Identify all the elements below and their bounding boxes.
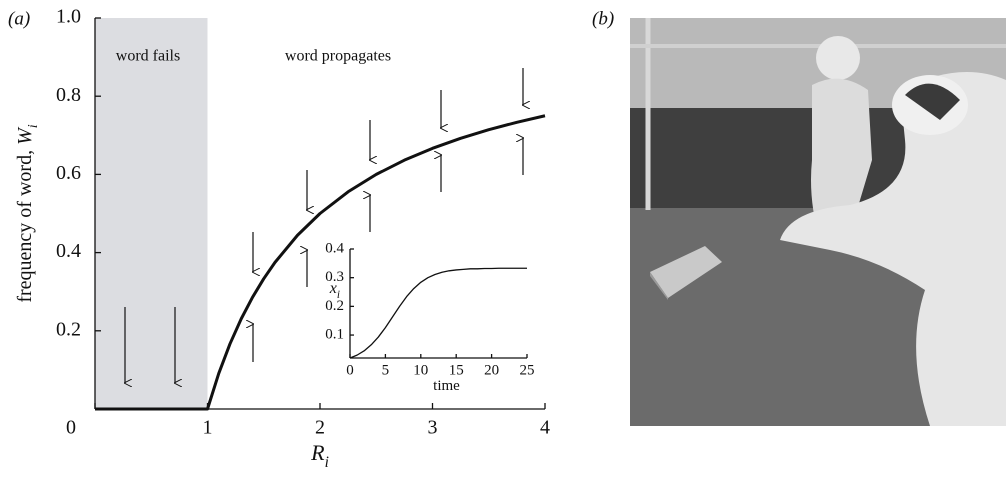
x-tick-label: 4 bbox=[540, 417, 550, 439]
y-tick-label: 1.0 bbox=[56, 6, 81, 28]
x-tick-label: 25 bbox=[520, 362, 535, 378]
x-axis-label-part: i bbox=[325, 454, 329, 471]
panel-label: (b) bbox=[592, 8, 614, 29]
y-tick-label: 0.4 bbox=[56, 240, 81, 262]
y-axis-label-part: W bbox=[14, 126, 36, 145]
x-tick-label: 2 bbox=[315, 417, 325, 439]
x-tick-label: 5 bbox=[382, 362, 390, 378]
line-series bbox=[349, 267, 527, 359]
photo bbox=[630, 18, 1006, 426]
y-axis-label-part: i bbox=[337, 289, 340, 301]
line-series bbox=[95, 114, 546, 411]
y-axis-label: frequency of word, Wi bbox=[14, 124, 41, 302]
x-tick-label: 3 bbox=[428, 417, 438, 439]
inset-chart: 0 5 10 15 20 25 0.1 0.2 0.3 0.4 time xi bbox=[325, 240, 534, 394]
x-tick-label: 20 bbox=[484, 362, 499, 378]
arrows bbox=[125, 68, 523, 383]
x-axis-label-part: time bbox=[433, 378, 460, 394]
x-axis-label-part: R bbox=[310, 440, 325, 465]
y-tick-label: 0.4 bbox=[325, 240, 344, 256]
x-tick-label: 1 bbox=[203, 417, 213, 439]
shaded-region bbox=[95, 18, 208, 409]
y-tick-label: 0.3 bbox=[325, 269, 344, 285]
y-tick-label: 0.8 bbox=[56, 84, 81, 106]
y-tick-label: 0.1 bbox=[325, 326, 344, 342]
annotation: word fails bbox=[116, 48, 180, 65]
x-tick-label: 10 bbox=[413, 362, 428, 378]
y-axis-label-part: frequency of word, bbox=[14, 145, 36, 303]
y-axis-label-part: i bbox=[26, 124, 41, 128]
x-tick-label: 0 bbox=[66, 417, 76, 439]
y-axis-label-part: x bbox=[329, 280, 337, 297]
x-tick-label: 15 bbox=[449, 362, 464, 378]
y-tick-label: 0.6 bbox=[56, 162, 81, 184]
x-axis-label: time bbox=[433, 378, 460, 394]
x-axis-label: Ri bbox=[310, 440, 329, 471]
y-axis-label: xi bbox=[329, 280, 340, 301]
x-tick-label: 0 bbox=[346, 362, 354, 378]
y-tick-label: 0.2 bbox=[56, 318, 81, 340]
panel-label: (a) bbox=[8, 8, 30, 29]
y-tick-label: 0.2 bbox=[325, 298, 344, 314]
annotation: word propagates bbox=[285, 48, 391, 65]
